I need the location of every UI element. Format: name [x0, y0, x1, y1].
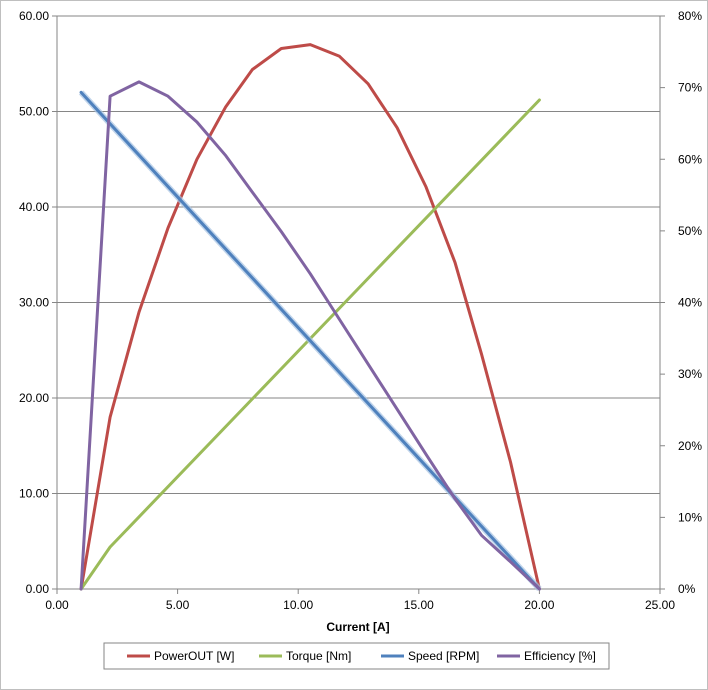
legend-label-speed-rpm: Speed [RPM]	[408, 649, 479, 663]
y2-tick-label: 10%	[678, 510, 702, 524]
y-tick-label: 0.00	[26, 582, 50, 596]
legend-box	[103, 642, 610, 670]
y2-tick-label: 50%	[678, 224, 702, 238]
y-tick-label: 50.00	[19, 105, 49, 119]
y-tick-label: 40.00	[19, 200, 49, 214]
y2-tick-label: 0%	[678, 582, 696, 596]
y-tick-label: 60.00	[19, 9, 49, 23]
gridlines	[57, 15, 660, 494]
y-tick-label: 20.00	[19, 391, 49, 405]
x-tick-label: 20.00	[524, 598, 554, 612]
x-tick-label: 5.00	[166, 598, 190, 612]
y2-tick-label: 30%	[678, 367, 702, 381]
series-line-powerout-w	[79, 43, 541, 591]
x-tick-label: 25.00	[645, 598, 675, 612]
y-tick-label: 10.00	[19, 487, 49, 501]
x-tick-label: 15.00	[404, 598, 434, 612]
y2-tick-label: 60%	[678, 152, 702, 166]
x-tick-label: 10.00	[283, 598, 313, 612]
legend: PowerOUT [W] Torque [Nm] Speed [RPM] Effici…	[103, 642, 610, 670]
series-line-torque-nm	[79, 98, 541, 591]
y2-tick-label: 20%	[678, 439, 702, 453]
legend-label-torque-nm: Torque [Nm]	[286, 649, 351, 663]
legend-label-efficiency: Efficiency [%]	[524, 649, 596, 663]
y-tick-label: 30.00	[19, 296, 49, 310]
axes: 0.00 10.00 20.00 30.00 40.00 50.00 60.00 0% 10% 2…	[19, 9, 702, 612]
y2-tick-label: 40%	[678, 296, 702, 310]
plot-area-series	[78, 43, 542, 592]
y2-tick-label: 70%	[678, 81, 702, 95]
y2-tick-label: 80%	[678, 9, 702, 23]
series-line-speed-rpm	[79, 90, 541, 591]
series-line-efficiency	[79, 80, 541, 591]
legend-label-powerout-w: PowerOUT [W]	[154, 649, 234, 663]
x-axis-title: Current [A]	[326, 620, 389, 634]
x-tick-label: 0.00	[45, 598, 69, 612]
